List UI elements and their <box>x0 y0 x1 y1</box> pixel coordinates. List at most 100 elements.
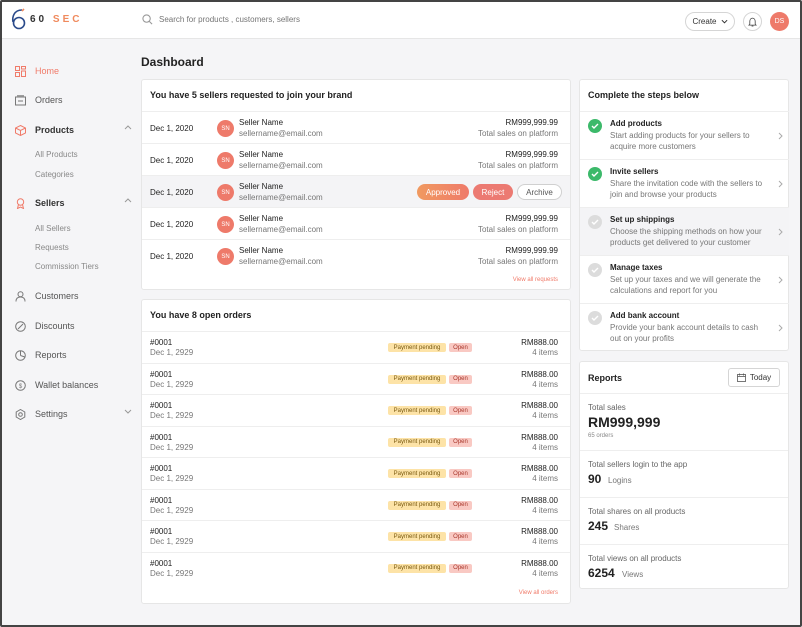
order-amount: RM888.00 <box>521 558 558 568</box>
reports-icon <box>14 349 26 361</box>
svg-text:$: $ <box>18 384 22 390</box>
approve-button[interactable]: Approved <box>417 184 469 200</box>
archive-button[interactable]: Archive <box>517 184 562 200</box>
seller-total-sales-label: Total sales on platform <box>477 129 558 138</box>
create-button[interactable]: Create <box>685 12 735 31</box>
seller-name: Seller Name <box>239 182 284 191</box>
sidebar-item-customers[interactable]: Customers <box>14 288 134 304</box>
sidebar-subitem-requests[interactable]: Requests <box>35 243 69 252</box>
box-icon <box>14 124 26 136</box>
sidebar-item-wallet[interactable]: $ Wallet balances <box>14 377 134 393</box>
check-pending-icon <box>588 215 602 229</box>
request-row-hovered[interactable]: Dec 1, 2020 SN Seller Name sellername@em… <box>142 175 570 207</box>
request-date: Dec 1, 2020 <box>150 156 194 165</box>
metric-views: Total views on all products 6254 Views <box>580 544 788 590</box>
order-row[interactable]: #0001 Dec 1, 2929 Payment pending Open R… <box>142 520 570 552</box>
metric-label: Total sales <box>588 403 626 412</box>
payment-status-badge: Payment pending <box>388 469 446 478</box>
request-row[interactable]: Dec 1, 2020 SN Seller Name sellername@em… <box>142 239 570 271</box>
check-done-icon <box>588 167 602 181</box>
step-title: Manage taxes <box>610 263 663 272</box>
badge-icon <box>14 197 26 209</box>
step-manage-taxes[interactable]: Manage taxes Set up your taxes and we wi… <box>580 255 789 303</box>
step-invite-sellers[interactable]: Invite sellers Share the invitation code… <box>580 159 789 207</box>
order-row[interactable]: #0001 Dec 1, 2929 Payment pending Open R… <box>142 331 570 363</box>
metric-logins: Total sellers login to the app 90 Logins <box>580 450 788 496</box>
sidebar-subitem-commission-tiers[interactable]: Commission Tiers <box>35 262 99 271</box>
create-button-label: Create <box>692 17 717 26</box>
sidebar-subitem-all-products[interactable]: All Products <box>35 150 78 159</box>
metric-label: Total views on all products <box>588 554 682 563</box>
order-status-badge: Open <box>449 374 472 384</box>
sidebar-item-label: Reports <box>35 350 67 360</box>
chevron-up-icon[interactable] <box>124 198 132 203</box>
seller-avatar: SN <box>217 184 234 201</box>
date-range-button[interactable]: Today <box>728 368 780 387</box>
brand-logo-icon <box>11 8 26 30</box>
sidebar-item-orders[interactable]: Orders <box>14 92 134 108</box>
chevron-right-icon <box>778 276 783 284</box>
seller-avatar: SN <box>217 216 234 233</box>
sidebar-item-label: Sellers <box>35 198 65 208</box>
step-description: Share the invitation code with the selle… <box>610 179 763 199</box>
seller-total-sales: RM999,999.99 <box>505 246 558 255</box>
chevron-up-icon[interactable] <box>124 125 132 130</box>
reject-button[interactable]: Reject <box>473 184 513 200</box>
seller-total-sales-label: Total sales on platform <box>477 225 558 234</box>
request-row[interactable]: Dec 1, 2020 SN Seller Name sellername@em… <box>142 207 570 239</box>
view-all-requests-link[interactable]: View all requests <box>512 277 558 283</box>
request-row[interactable]: Dec 1, 2020 SN Seller Name sellername@em… <box>142 143 570 175</box>
metric-value: 245 <box>588 519 609 533</box>
sidebar-item-settings[interactable]: Settings <box>14 406 134 422</box>
check-pending-icon <box>588 311 602 325</box>
sidebar-subitem-categories[interactable]: Categories <box>35 170 74 179</box>
order-id: #0001 <box>150 495 173 505</box>
chevron-down-icon[interactable] <box>124 409 132 414</box>
order-status-badge: Open <box>449 500 472 510</box>
discount-icon <box>14 320 26 332</box>
order-item-count: 4 items <box>532 474 558 483</box>
request-date: Dec 1, 2020 <box>150 220 194 229</box>
order-id: #0001 <box>150 464 173 473</box>
search-bar[interactable] <box>142 14 359 25</box>
sidebar-item-label: Discounts <box>35 321 75 331</box>
metric-value: 90 <box>588 472 602 486</box>
order-row[interactable]: #0001 Dec 1, 2929 Payment pending Open R… <box>142 457 570 489</box>
seller-name: Seller Name <box>239 150 284 159</box>
gear-icon <box>14 408 26 420</box>
order-row[interactable]: #0001 Dec 1, 2929 Payment pending Open R… <box>142 551 570 584</box>
request-row[interactable]: Dec 1, 2020 SN Seller Name sellername@em… <box>142 111 570 143</box>
step-add-products[interactable]: Add products Start adding products for y… <box>580 111 789 159</box>
step-set-up-shippings[interactable]: Set up shippings Choose the shipping met… <box>580 207 789 255</box>
view-all-orders-link[interactable]: View all orders <box>518 590 558 596</box>
step-add-bank-account[interactable]: Add bank account Provide your bank accou… <box>580 303 789 351</box>
open-orders-title: You have 8 open orders <box>150 310 252 320</box>
sidebar-subitem-all-sellers[interactable]: All Sellers <box>35 224 71 233</box>
seller-name: Seller Name <box>239 118 284 127</box>
search-input[interactable] <box>159 15 359 24</box>
sidebar-item-discounts[interactable]: Discounts <box>14 318 134 334</box>
open-orders-card: You have 8 open orders #0001 Dec 1, 2929… <box>141 299 571 604</box>
brand-logo[interactable]: 60 SEC <box>10 5 82 33</box>
order-row[interactable]: #0001 Dec 1, 2929 Payment pending Open R… <box>142 362 570 395</box>
sidebar-item-products[interactable]: Products <box>14 122 134 138</box>
sidebar-item-reports[interactable]: Reports <box>14 347 134 363</box>
order-row[interactable]: #0001 Dec 1, 2929 Payment pending Open R… <box>142 394 570 426</box>
payment-status-badge: Payment pending <box>388 374 446 384</box>
step-description: Set up your taxes and we will generate t… <box>610 275 761 295</box>
order-row[interactable]: #0001 Dec 1, 2929 Payment pending Open R… <box>142 488 570 521</box>
user-avatar[interactable]: DS <box>770 12 789 31</box>
order-id: #0001 <box>150 369 173 379</box>
order-item-count: 4 items <box>532 505 558 515</box>
order-item-count: 4 items <box>532 442 558 452</box>
sidebar-item-label: Customers <box>35 291 79 301</box>
notifications-button[interactable] <box>743 12 762 31</box>
order-date: Dec 1, 2929 <box>150 379 194 389</box>
order-amount: RM888.00 <box>521 369 558 379</box>
sidebar-item-home[interactable]: Home <box>14 63 134 79</box>
order-item-count: 4 items <box>532 379 558 389</box>
order-row[interactable]: #0001 Dec 1, 2929 Payment pending Open R… <box>142 425 570 458</box>
sidebar-item-sellers[interactable]: Sellers <box>14 195 134 211</box>
order-status-badge: Open <box>449 532 472 541</box>
